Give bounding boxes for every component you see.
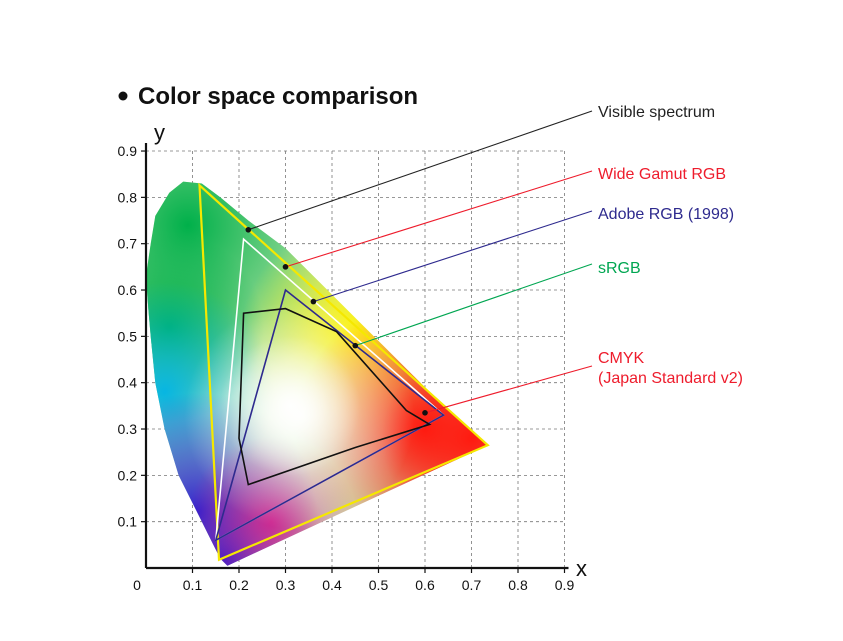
legend-label: sRGB [598, 260, 641, 277]
y-tick-label: 0.8 [118, 189, 138, 205]
chart-title: Color space comparison [138, 83, 418, 110]
legend-label: Wide Gamut RGB [598, 166, 726, 183]
callout-line [285, 170, 593, 268]
x-tick-label: 0.5 [369, 577, 389, 593]
legend-label: Adobe RGB (1998) [598, 206, 734, 223]
y-tick-label: 0.1 [118, 514, 138, 530]
y-tick-label: 0.9 [118, 143, 138, 159]
axes: 0 0.1 0.2 0.3 0.4 0.5 0.6 0.7 0.8 0.9 0.1 0.2 0.3 0.4… [118, 143, 575, 593]
y-axis-label: y [154, 120, 165, 145]
gamut-series [198, 182, 490, 562]
y-tick-label: 0.2 [118, 467, 138, 483]
callout-dot [352, 342, 359, 349]
x-tick-label: 0.3 [276, 577, 296, 593]
callout-line [355, 263, 593, 347]
chromaticity-fill [146, 181, 488, 566]
legend-label: Visible spectrum [598, 104, 715, 121]
x-tick-label: 0.2 [229, 577, 249, 593]
title-bullet [118, 91, 128, 101]
x-tick-label: 0 [133, 577, 141, 593]
callout-line [424, 365, 593, 414]
grid [146, 150, 565, 568]
gamut-wide-gamut-rgb [198, 182, 490, 562]
callout-dot [422, 409, 428, 416]
x-tick-label: 0.1 [183, 577, 203, 593]
x-tick-label: 0.6 [415, 577, 435, 593]
y-tick-label: 0.6 [118, 282, 138, 298]
y-tick-label: 0.3 [118, 421, 138, 437]
x-tick-label: 0.7 [462, 577, 482, 593]
callouts: Visible spectrum Wide Gamut RGB Adobe RGB … [245, 104, 743, 416]
callout-dot [282, 264, 289, 270]
x-tick-label: 0.9 [555, 577, 575, 593]
x-tick-label: 0.4 [322, 577, 342, 593]
callout-dot [310, 298, 317, 305]
gamut-srgb [214, 288, 446, 542]
y-tick-label: 0.4 [118, 375, 138, 391]
callout-line [313, 210, 593, 303]
callout-dot [245, 226, 252, 233]
y-tick-label: 0.5 [118, 328, 138, 344]
x-axis-label: x [576, 556, 587, 581]
gamut-cmyk-japan-standard-v2 [238, 307, 432, 486]
legend-label: CMYK (Japan Standard v2) [598, 350, 743, 387]
callout-line [248, 110, 593, 231]
x-tick-label: 0.8 [508, 577, 528, 593]
y-tick-label: 0.7 [118, 236, 138, 252]
